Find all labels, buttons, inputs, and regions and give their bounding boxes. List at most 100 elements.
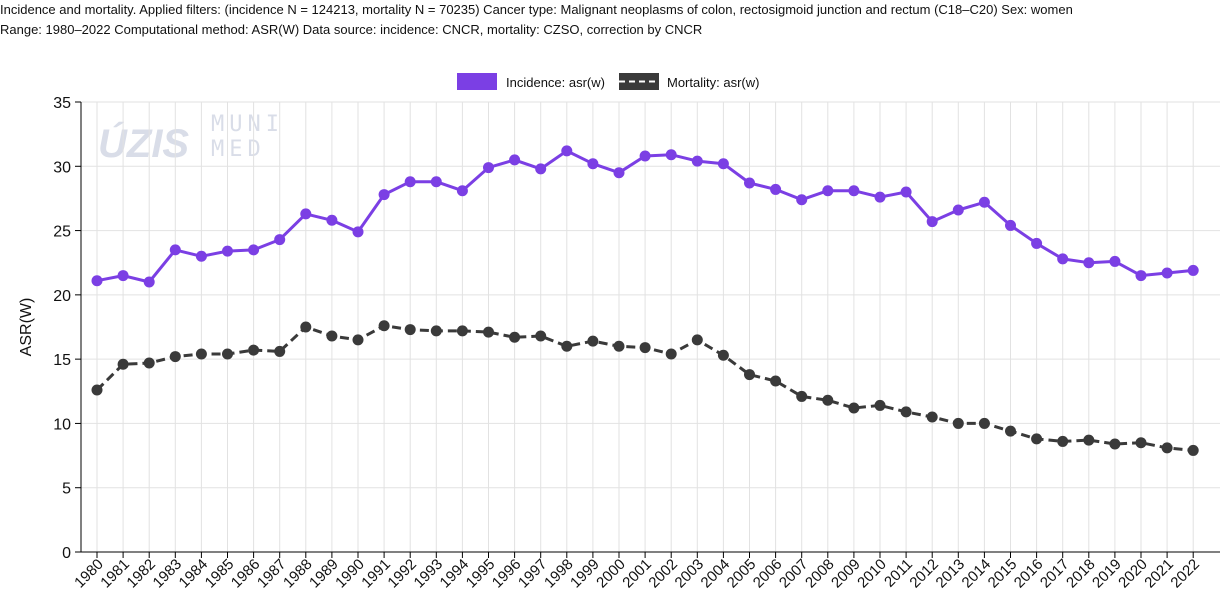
mortality-point-2011[interactable] [900, 406, 912, 418]
incidence-point-1991[interactable] [378, 189, 390, 201]
mortality-point-2022[interactable] [1187, 444, 1199, 456]
legend-item-incidence[interactable]: Incidence: asr(w) [457, 73, 605, 90]
mortality-point-2003[interactable] [691, 334, 703, 346]
mortality-point-1980[interactable] [91, 384, 103, 396]
mortality-point-2005[interactable] [744, 369, 755, 381]
incidence-point-2022[interactable] [1187, 264, 1199, 276]
incidence-point-1986[interactable] [248, 244, 260, 256]
mortality-point-2004[interactable] [717, 349, 729, 361]
incidence-point-1999[interactable] [587, 158, 599, 170]
incidence-point-2006[interactable] [770, 183, 782, 195]
mortality-point-2010[interactable] [874, 399, 886, 411]
incidence-point-2004[interactable] [717, 158, 729, 170]
mortality-point-1997[interactable] [535, 330, 547, 342]
mortality-point-1992[interactable] [404, 324, 416, 336]
mortality-point-2016[interactable] [1031, 433, 1043, 445]
mortality-point-2015[interactable] [1005, 425, 1016, 437]
incidence-point-2008[interactable] [822, 185, 834, 197]
incidence-point-1995[interactable] [483, 162, 494, 174]
mortality-point-1982[interactable] [143, 357, 155, 369]
mortality-point-2019[interactable] [1109, 438, 1121, 450]
incidence-point-2011[interactable] [900, 186, 912, 198]
x-tick-label: 2007 [776, 556, 812, 592]
incidence-point-1984[interactable] [195, 250, 207, 262]
incidence-point-2014[interactable] [978, 196, 990, 208]
incidence-point-2000[interactable] [613, 167, 625, 179]
incidence-point-2005[interactable] [744, 177, 755, 189]
incidence-point-2016[interactable] [1031, 237, 1043, 249]
incidence-point-2019[interactable] [1109, 255, 1121, 267]
incidence-point-2009[interactable] [848, 185, 860, 197]
mortality-point-2008[interactable] [822, 394, 834, 406]
mortality-point-2018[interactable] [1083, 434, 1095, 446]
x-tick-label: 2011 [881, 556, 916, 591]
incidence-point-2015[interactable] [1005, 219, 1016, 231]
mortality-point-1981[interactable] [117, 358, 129, 370]
incidence-point-2002[interactable] [665, 149, 677, 161]
mortality-point-2013[interactable] [952, 417, 964, 429]
incidence-point-1980[interactable] [91, 275, 103, 287]
x-tick-label: 2015 [985, 556, 1021, 592]
incidence-point-1981[interactable] [117, 270, 129, 282]
incidence-point-1993[interactable] [430, 176, 442, 188]
legend-item-mortality[interactable]: Mortality: asr(w) [619, 73, 759, 90]
incidence-point-1992[interactable] [404, 176, 416, 188]
y-tick-label: 35 [53, 95, 71, 112]
mortality-point-2012[interactable] [926, 411, 938, 423]
mortality-point-2006[interactable] [770, 375, 782, 387]
mortality-point-1999[interactable] [587, 335, 599, 347]
legend[interactable]: Incidence: asr(w) Mortality: asr(w) [457, 73, 759, 90]
mortality-point-1984[interactable] [195, 348, 207, 360]
incidence-point-2003[interactable] [691, 155, 703, 167]
mortality-point-1993[interactable] [430, 325, 442, 337]
incidence-point-2012[interactable] [926, 216, 938, 228]
incidence-point-2013[interactable] [952, 204, 964, 216]
incidence-point-1997[interactable] [535, 163, 547, 175]
mortality-point-1986[interactable] [248, 344, 260, 356]
mortality-point-1990[interactable] [352, 334, 364, 346]
mortality-point-1998[interactable] [561, 340, 573, 352]
mortality-point-2017[interactable] [1057, 435, 1069, 447]
mortality-point-2002[interactable] [665, 348, 677, 360]
incidence-point-1989[interactable] [326, 214, 338, 226]
incidence-point-1987[interactable] [274, 234, 286, 246]
mortality-point-1989[interactable] [326, 330, 338, 342]
mortality-point-1995[interactable] [483, 326, 494, 338]
incidence-point-1985[interactable] [222, 245, 233, 257]
incidence-point-1983[interactable] [169, 244, 181, 256]
mortality-point-1991[interactable] [378, 320, 390, 332]
mortality-point-2000[interactable] [613, 340, 625, 352]
incidence-point-2010[interactable] [874, 191, 886, 203]
mortality-point-2021[interactable] [1161, 442, 1173, 454]
mortality-point-2014[interactable] [978, 417, 990, 429]
x-tick-label: 1980 [71, 556, 107, 592]
incidence-point-2018[interactable] [1083, 257, 1095, 269]
incidence-point-1994[interactable] [456, 185, 468, 197]
x-tick-label: 1987 [254, 556, 290, 592]
legend-swatch-incidence [457, 73, 497, 90]
mortality-point-1987[interactable] [274, 345, 286, 357]
incidence-point-2017[interactable] [1057, 253, 1069, 265]
mortality-point-2007[interactable] [796, 390, 808, 402]
mortality-point-1985[interactable] [222, 348, 233, 360]
incidence-point-2020[interactable] [1135, 270, 1147, 282]
incidence-point-1990[interactable] [352, 226, 364, 238]
mortality-point-1988[interactable] [300, 321, 312, 333]
mortality-point-2009[interactable] [848, 402, 860, 414]
legend-label-incidence: Incidence: asr(w) [506, 75, 605, 90]
incidence-point-1998[interactable] [561, 145, 573, 157]
mortality-point-1994[interactable] [456, 325, 468, 337]
x-tick-label: 1997 [515, 556, 551, 592]
incidence-point-2001[interactable] [639, 150, 651, 162]
y-tick-label: 5 [62, 481, 71, 498]
mortality-point-2020[interactable] [1135, 437, 1147, 449]
mortality-point-2001[interactable] [639, 342, 651, 354]
incidence-point-2007[interactable] [796, 194, 808, 206]
mortality-point-1996[interactable] [509, 331, 521, 343]
incidence-point-1982[interactable] [143, 276, 155, 288]
incidence-point-2021[interactable] [1161, 267, 1173, 279]
incidence-point-1996[interactable] [509, 154, 521, 166]
mortality-point-1983[interactable] [169, 351, 181, 363]
incidence-point-1988[interactable] [300, 208, 312, 220]
muni-watermark-logo: MUNI [211, 112, 284, 137]
